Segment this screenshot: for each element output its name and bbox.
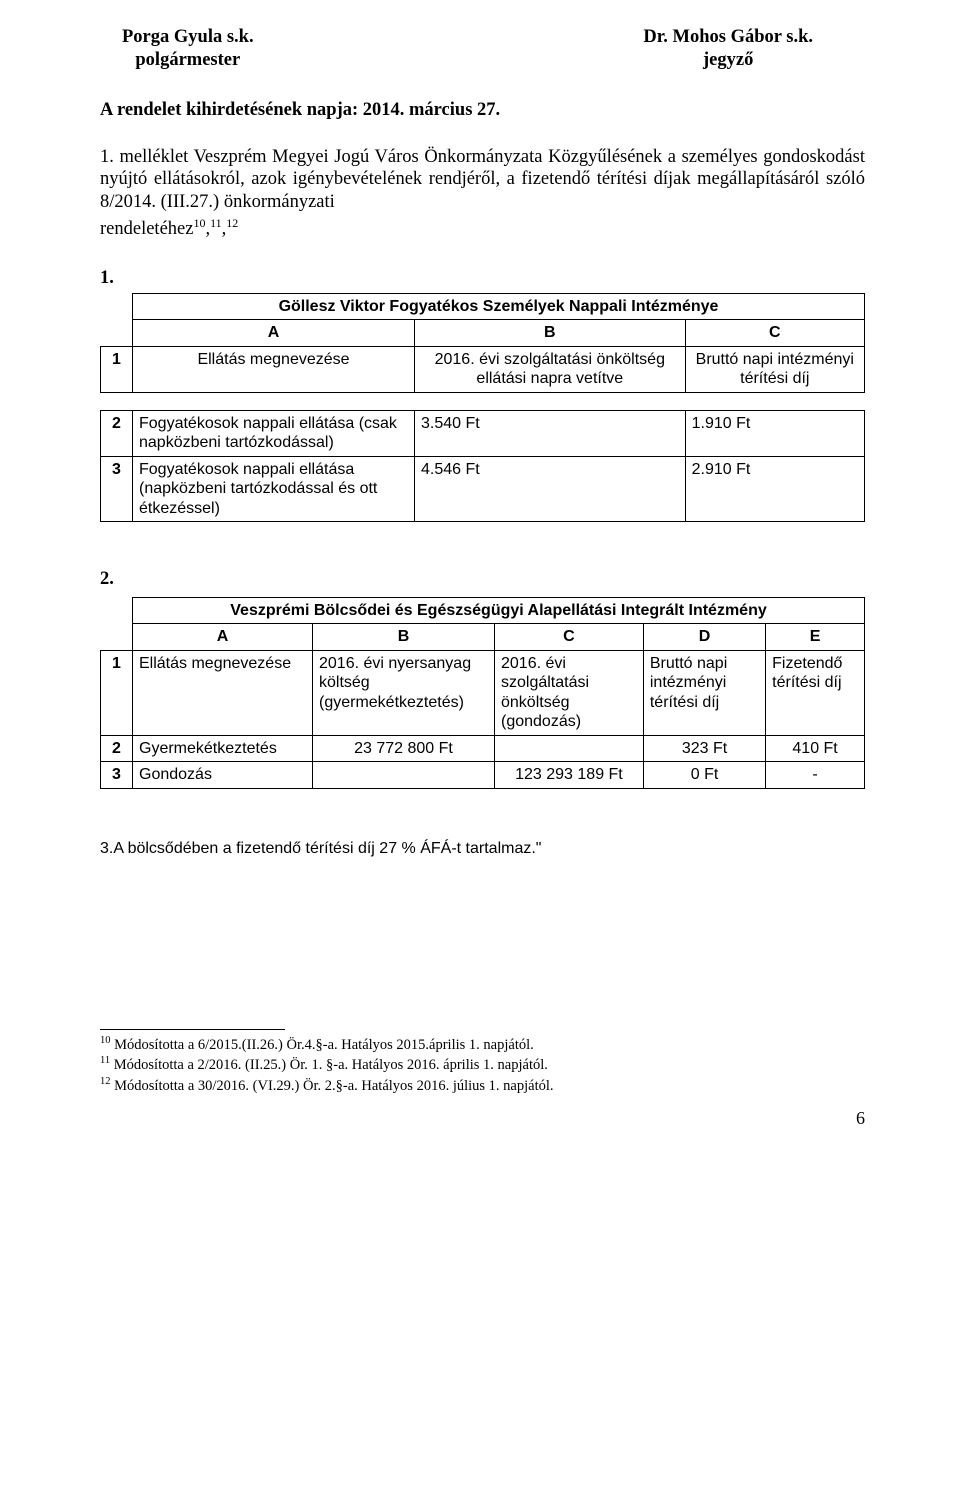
- signer-left-title: polgármester: [122, 49, 254, 72]
- table-1-col-B: B: [415, 320, 686, 347]
- table-1-col-C: C: [685, 320, 864, 347]
- table-row: 2 Gyermekétkeztetés 23 772 800 Ft 323 Ft…: [101, 735, 865, 762]
- annex-paragraph-line2: rendeletéhez10,11,12: [100, 216, 865, 241]
- table-row: 3 Gondozás 123 293 189 Ft 0 Ft -: [101, 762, 865, 789]
- footnote-10-sup: 10: [100, 1035, 111, 1046]
- table-2-r3-B: [313, 762, 495, 789]
- table-1-rownum-2: 2: [101, 410, 133, 456]
- footnote-ref-10: 10: [193, 216, 205, 230]
- table-row: 1 Ellátás megnevezése 2016. évi nyersany…: [101, 650, 865, 735]
- table-1-r2-A: Fogyatékosok nappali ellátása (csak napk…: [133, 410, 415, 456]
- table-2-col-D: D: [643, 624, 765, 651]
- table-row: 1 Ellátás megnevezése 2016. évi szolgált…: [101, 346, 865, 392]
- table-2-corner: [101, 597, 133, 624]
- table-1-r1-C-text: Bruttó napi intézményi térítési díj: [696, 351, 854, 388]
- table-2-r2-A: Gyermekétkeztetés: [133, 735, 313, 762]
- table-2-col-C: C: [495, 624, 644, 651]
- table-1-r1-A: Ellátás megnevezése: [133, 346, 415, 392]
- table-2-rownum-2: 2: [101, 735, 133, 762]
- table-1-rownum-1: 1: [101, 346, 133, 392]
- section-2-number: 2.: [100, 568, 865, 591]
- table-2-col-A: A: [133, 624, 313, 651]
- footnote-10-text: Módosította a 6/2015.(II.26.) Ör.4.§-a. …: [111, 1036, 534, 1052]
- table-1-corner: [101, 293, 133, 320]
- table-1-r1-B: 2016. évi szolgáltatási önköltség ellátá…: [415, 346, 686, 392]
- table-2-r2-D: 323 Ft: [643, 735, 765, 762]
- signature-block: Porga Gyula s.k. polgármester Dr. Mohos …: [100, 26, 865, 71]
- footnote-ref-11: 11: [210, 216, 222, 230]
- signer-left-name: Porga Gyula s.k.: [122, 26, 254, 49]
- table-2-col-B: B: [313, 624, 495, 651]
- table-1: Göllesz Viktor Fogyatékos Személyek Napp…: [100, 293, 865, 523]
- table-2-r1-A: Ellátás megnevezése: [133, 650, 313, 735]
- table-2-r2-B: 23 772 800 Ft: [313, 735, 495, 762]
- table-2-col-E: E: [766, 624, 865, 651]
- table-2-r1-B: 2016. évi nyersanyag költség (gyermekétk…: [313, 650, 495, 735]
- table-2-header-blank: [101, 624, 133, 651]
- table-2-r2-C: [495, 735, 644, 762]
- publication-date: A rendelet kihirdetésének napja: 2014. m…: [100, 99, 865, 122]
- table-2-title: Veszprémi Bölcsődei és Egészségügyi Alap…: [133, 597, 865, 624]
- table-1-r3-C: 2.910 Ft: [685, 456, 864, 522]
- footnote-separator: [100, 1029, 285, 1030]
- table-2-r1-E: Fizetendő térítési díj: [766, 650, 865, 735]
- table-1-title: Göllesz Viktor Fogyatékos Személyek Napp…: [133, 293, 865, 320]
- table-2-r1-D: Bruttó napi intézményi térítési díj: [643, 650, 765, 735]
- signer-right-name: Dr. Mohos Gábor s.k.: [643, 26, 813, 49]
- footnote-12-text: Módosította a 30/2016. (VI.29.) Ör. 2.§-…: [111, 1078, 554, 1094]
- afa-line: 3.A bölcsődében a fizetendő térítési díj…: [100, 839, 865, 859]
- section-1-number: 1.: [100, 267, 865, 290]
- table-1-r3-B: 4.546 Ft: [415, 456, 686, 522]
- table-1-col-A: A: [133, 320, 415, 347]
- table-row: 2 Fogyatékosok nappali ellátása (csak na…: [101, 410, 865, 456]
- table-1-header-blank: [101, 320, 133, 347]
- table-2-r3-E: -: [766, 762, 865, 789]
- table-1-spacer: [101, 392, 865, 410]
- table-1-r2-B: 3.540 Ft: [415, 410, 686, 456]
- table-2-r3-C: 123 293 189 Ft: [495, 762, 644, 789]
- footnote-12: 12 Módosította a 30/2016. (VI.29.) Ör. 2…: [100, 1075, 865, 1096]
- table-row: 3 Fogyatékosok nappali ellátása (napközb…: [101, 456, 865, 522]
- table-2-r2-E: 410 Ft: [766, 735, 865, 762]
- signature-left: Porga Gyula s.k. polgármester: [122, 26, 254, 71]
- table-1-r3-A: Fogyatékosok nappali ellátása (napközben…: [133, 456, 415, 522]
- signer-right-title: jegyző: [643, 49, 813, 72]
- footnote-11-text: Módosította a 2/2016. (II.25.) Ör. 1. §-…: [110, 1057, 548, 1073]
- table-1-r1-C: Bruttó napi intézményi térítési díj: [685, 346, 864, 392]
- table-2-r1-C: 2016. évi szolgáltatási önköltség (gondo…: [495, 650, 644, 735]
- footnote-11: 11 Módosította a 2/2016. (II.25.) Ör. 1.…: [100, 1054, 865, 1075]
- signature-right: Dr. Mohos Gábor s.k. jegyző: [643, 26, 813, 71]
- footnote-12-sup: 12: [100, 1076, 111, 1087]
- annex-paragraph: 1. melléklet Veszprém Megyei Jogú Város …: [100, 146, 865, 214]
- table-2-r3-A: Gondozás: [133, 762, 313, 789]
- table-1-rownum-3: 3: [101, 456, 133, 522]
- table-2-r3-D: 0 Ft: [643, 762, 765, 789]
- table-1-r2-C: 1.910 Ft: [685, 410, 864, 456]
- table-2: Veszprémi Bölcsődei és Egészségügyi Alap…: [100, 597, 865, 789]
- footnote-10: 10 Módosította a 6/2015.(II.26.) Ör.4.§-…: [100, 1034, 865, 1055]
- table-1-r1-A-text: Ellátás megnevezése: [197, 351, 349, 368]
- bracket-prefix: rendeletéhez: [100, 220, 193, 240]
- table-2-rownum-3: 3: [101, 762, 133, 789]
- page-number: 6: [100, 1108, 865, 1130]
- table-1-r1-B-text: 2016. évi szolgáltatási önköltség ellátá…: [435, 351, 665, 388]
- footnote-11-sup: 11: [100, 1055, 110, 1066]
- table-2-rownum-1: 1: [101, 650, 133, 735]
- footnote-ref-12: 12: [226, 216, 238, 230]
